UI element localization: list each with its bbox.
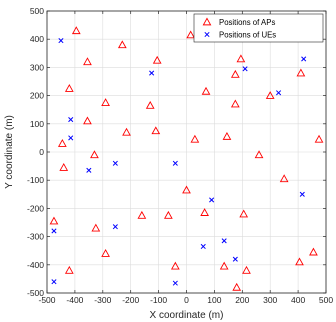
ue-point <box>299 191 305 197</box>
ue-point <box>232 256 238 262</box>
ue-point <box>209 197 215 203</box>
x-axis-label: X coordinate (m) <box>150 310 224 321</box>
legend-box <box>193 13 324 43</box>
x-tick-label: 300 <box>263 295 277 305</box>
ap-point <box>295 257 304 266</box>
ap-point <box>117 40 127 49</box>
ap-point <box>64 265 74 274</box>
ap-point <box>296 68 306 77</box>
ap-point <box>279 174 289 183</box>
ap-point <box>59 162 69 171</box>
legend-triangle-icon <box>202 17 212 26</box>
ue-point <box>68 117 74 123</box>
ap-point <box>122 127 131 136</box>
ue-point <box>242 66 248 72</box>
ap-point <box>265 91 275 99</box>
ap-point <box>201 86 211 95</box>
ap-point <box>230 99 240 108</box>
ue-point <box>112 160 118 166</box>
ap-point <box>222 131 232 140</box>
legend-ue-marker <box>204 31 210 38</box>
tick-labels: -500 -400 -300 -200 -100 0 100 200 300 400 500 -500… <box>27 6 333 305</box>
y-tick-label: 300 <box>30 62 44 72</box>
y-tick-label: -400 <box>27 260 44 270</box>
ap-point <box>152 55 162 64</box>
x-tick-label: -300 <box>94 295 111 305</box>
y-tick-label: 500 <box>30 6 44 16</box>
y-tick-label: 0 <box>39 147 44 157</box>
ap-point <box>151 126 161 135</box>
ap-point <box>314 134 324 143</box>
x-tick-label: 100 <box>207 295 221 305</box>
ue-point <box>58 38 64 44</box>
ue-point <box>172 280 178 286</box>
x-tick-label: 200 <box>235 295 249 305</box>
x-tick-label: -400 <box>66 295 83 305</box>
ap-point <box>230 69 240 78</box>
data-markers <box>49 26 324 291</box>
ap-point <box>254 150 264 159</box>
legend-ap-marker <box>202 17 212 26</box>
ap-point <box>83 116 92 125</box>
ue-point <box>200 243 206 250</box>
ap-point <box>239 209 249 218</box>
ap-point <box>219 261 229 270</box>
ap-point <box>242 265 251 274</box>
ue-point <box>68 135 74 141</box>
ue-point <box>51 279 57 285</box>
ap-point <box>200 208 209 216</box>
ap-point <box>91 223 101 232</box>
y-axis-label: Y coordinate (m) <box>4 115 15 189</box>
legend: Positions of APs Positions of UEs <box>193 13 324 43</box>
ue-point <box>86 167 92 173</box>
ap-point <box>137 210 147 219</box>
x-tick-label: -100 <box>150 295 167 305</box>
ap-point <box>71 26 81 35</box>
ap-point <box>164 210 173 219</box>
legend-x-icon <box>204 31 210 38</box>
tick-marks <box>46 10 327 294</box>
ap-point <box>170 261 180 270</box>
ap-point <box>186 30 196 39</box>
ap-point <box>83 57 92 66</box>
ap-point <box>101 248 110 257</box>
ap-point <box>64 84 74 92</box>
ue-point <box>301 56 307 62</box>
y-tick-label: -200 <box>27 203 44 213</box>
ap-point <box>182 185 191 194</box>
x-tick-label: -500 <box>38 295 55 305</box>
ap-point <box>190 134 200 143</box>
ue-point <box>276 90 282 96</box>
ap-point <box>236 54 246 63</box>
y-tick-label: 200 <box>30 91 44 101</box>
ap-point <box>90 150 99 159</box>
ue-point <box>51 228 57 234</box>
ue-point <box>149 70 155 76</box>
ap-point <box>145 100 155 109</box>
x-tick-label: 500 <box>319 295 333 305</box>
ue-point <box>112 224 118 230</box>
ap-point <box>101 98 110 106</box>
ap-point <box>232 282 242 291</box>
x-tick-label: -200 <box>122 295 139 305</box>
y-tick-label: 400 <box>30 34 44 44</box>
x-tick-label: 0 <box>184 295 189 305</box>
legend-ue-label: Positions of UEs <box>219 31 276 40</box>
ue-point <box>221 238 227 244</box>
ap-point <box>49 216 59 225</box>
ue-point <box>172 160 178 166</box>
y-tick-label: -300 <box>27 232 44 242</box>
y-tick-label: -500 <box>27 288 44 298</box>
y-tick-label: -100 <box>27 175 44 185</box>
y-tick-label: 100 <box>30 119 44 129</box>
x-tick-label: 400 <box>291 295 305 305</box>
ap-point <box>309 247 318 256</box>
legend-ap-label: Positions of APs <box>219 18 275 27</box>
ap-point <box>57 139 67 147</box>
